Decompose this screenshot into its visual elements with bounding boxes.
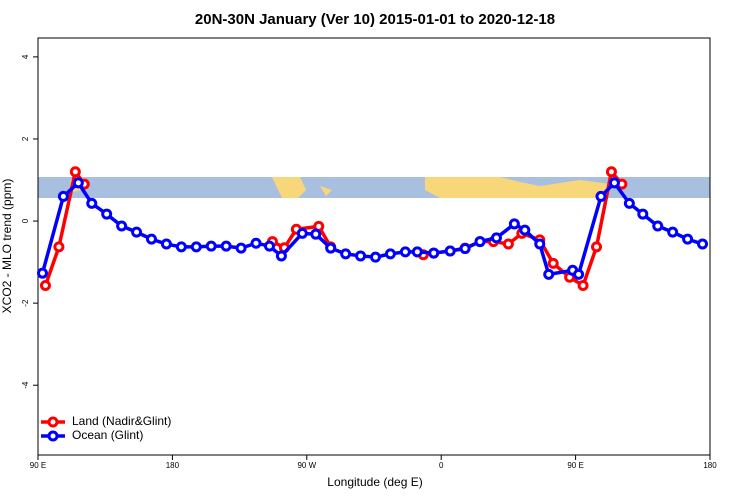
data-point [190,241,202,253]
data-point [296,227,308,239]
x-tick-label: 90 E [30,461,46,470]
data-point [275,250,287,262]
data-point [369,251,381,263]
chart-title: 20N-30N January (Ver 10) 2015-01-01 to 2… [195,11,555,28]
data-point [310,228,322,240]
data-point [474,236,486,248]
y-axis-label: XCO2 - MLO trend (ppm) [0,179,14,314]
data-point [508,218,520,230]
data-point [573,268,585,280]
data-point [608,177,620,189]
x-tick-label: 0 [439,461,444,470]
data-point [399,246,411,258]
data-point [220,240,232,252]
data-point [72,177,84,189]
data-point [697,238,709,250]
data-point [160,238,172,250]
data-point [444,245,456,257]
data-point [519,224,531,236]
data-point [325,242,337,254]
data-point [623,197,635,209]
data-point [667,226,679,238]
data-point [355,250,367,262]
y-tick-label: -4 [21,381,30,389]
data-point [595,190,607,202]
x-tick-label: 180 [166,461,180,470]
data-point [235,242,247,254]
data-point [340,248,352,260]
data-point [502,238,514,250]
data-point [250,237,262,249]
data-point [459,243,471,255]
data-point [490,232,502,244]
data-point [36,267,48,279]
x-tick-label: 180 [703,461,717,470]
legend-marker [47,416,59,428]
data-point [53,241,65,253]
data-point [116,220,128,232]
data-point [263,240,275,252]
legend-label: Ocean (Glint) [72,428,143,442]
x-tick-label: 90 E [567,461,583,470]
y-tick-label: 2 [21,136,30,141]
data-point [205,240,217,252]
data-point [57,190,69,202]
data-point [86,197,98,209]
data-point [131,226,143,238]
data-point [384,248,396,260]
data-point [428,247,440,259]
data-point [175,241,187,253]
y-tick-label: -2 [21,299,30,307]
data-point [637,208,649,220]
data-point [547,257,559,269]
legend-label: Land (Nadir&Glint) [72,414,171,428]
data-point [605,166,617,178]
y-tick-label: 0 [21,218,30,223]
data-point [591,241,603,253]
data-point [652,220,664,232]
data-point [39,279,51,291]
data-point [69,166,81,178]
y-tick-label: 4 [21,54,30,59]
data-point [682,233,694,245]
data-point [101,208,113,220]
data-point [145,233,157,245]
plot-frame [37,37,711,456]
x-tick-label: 90 W [297,461,316,470]
data-point [543,268,555,280]
data-point [411,246,423,258]
x-axis-label: Longitude (deg E) [327,475,422,489]
data-point [577,279,589,291]
legend-marker [47,430,59,442]
data-point [534,238,546,250]
